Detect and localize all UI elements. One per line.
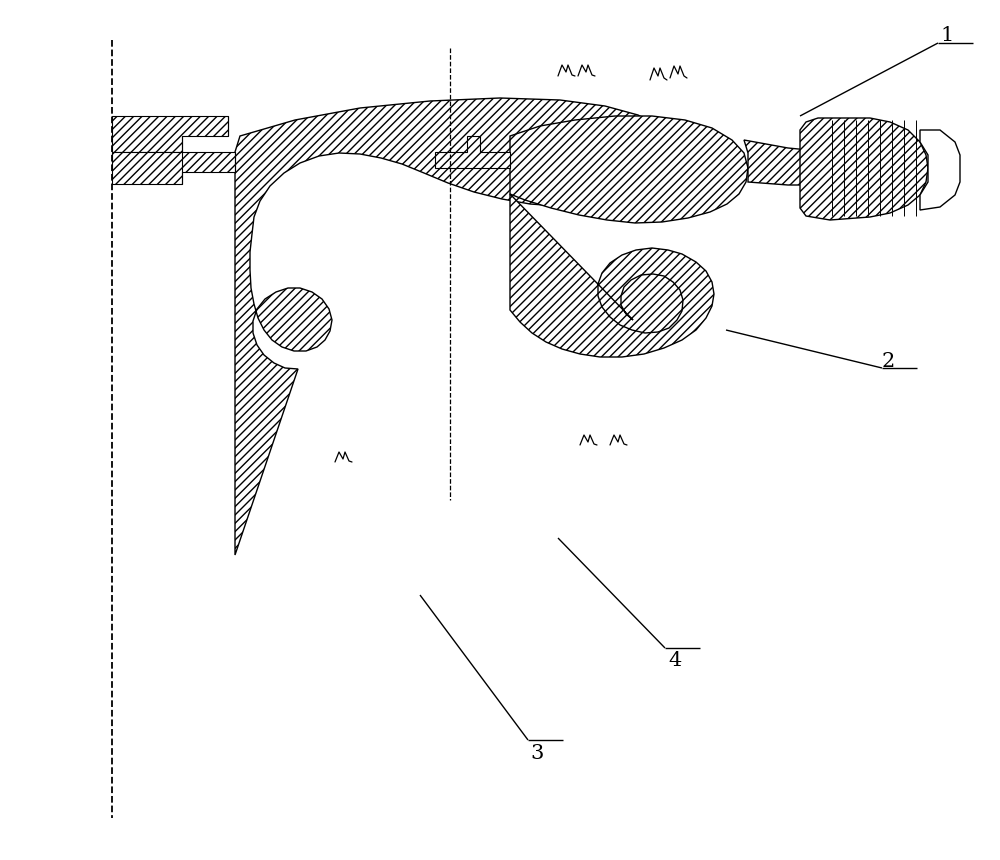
Polygon shape — [800, 118, 928, 220]
Text: 2: 2 — [882, 352, 895, 371]
Text: 3: 3 — [530, 744, 543, 763]
Text: 4: 4 — [668, 651, 681, 670]
Polygon shape — [510, 116, 748, 223]
Text: 1: 1 — [940, 26, 953, 45]
Polygon shape — [112, 152, 235, 184]
Polygon shape — [510, 194, 714, 357]
Polygon shape — [235, 98, 674, 555]
Polygon shape — [112, 116, 228, 152]
Polygon shape — [920, 130, 960, 210]
Polygon shape — [744, 140, 900, 185]
Polygon shape — [435, 136, 510, 168]
